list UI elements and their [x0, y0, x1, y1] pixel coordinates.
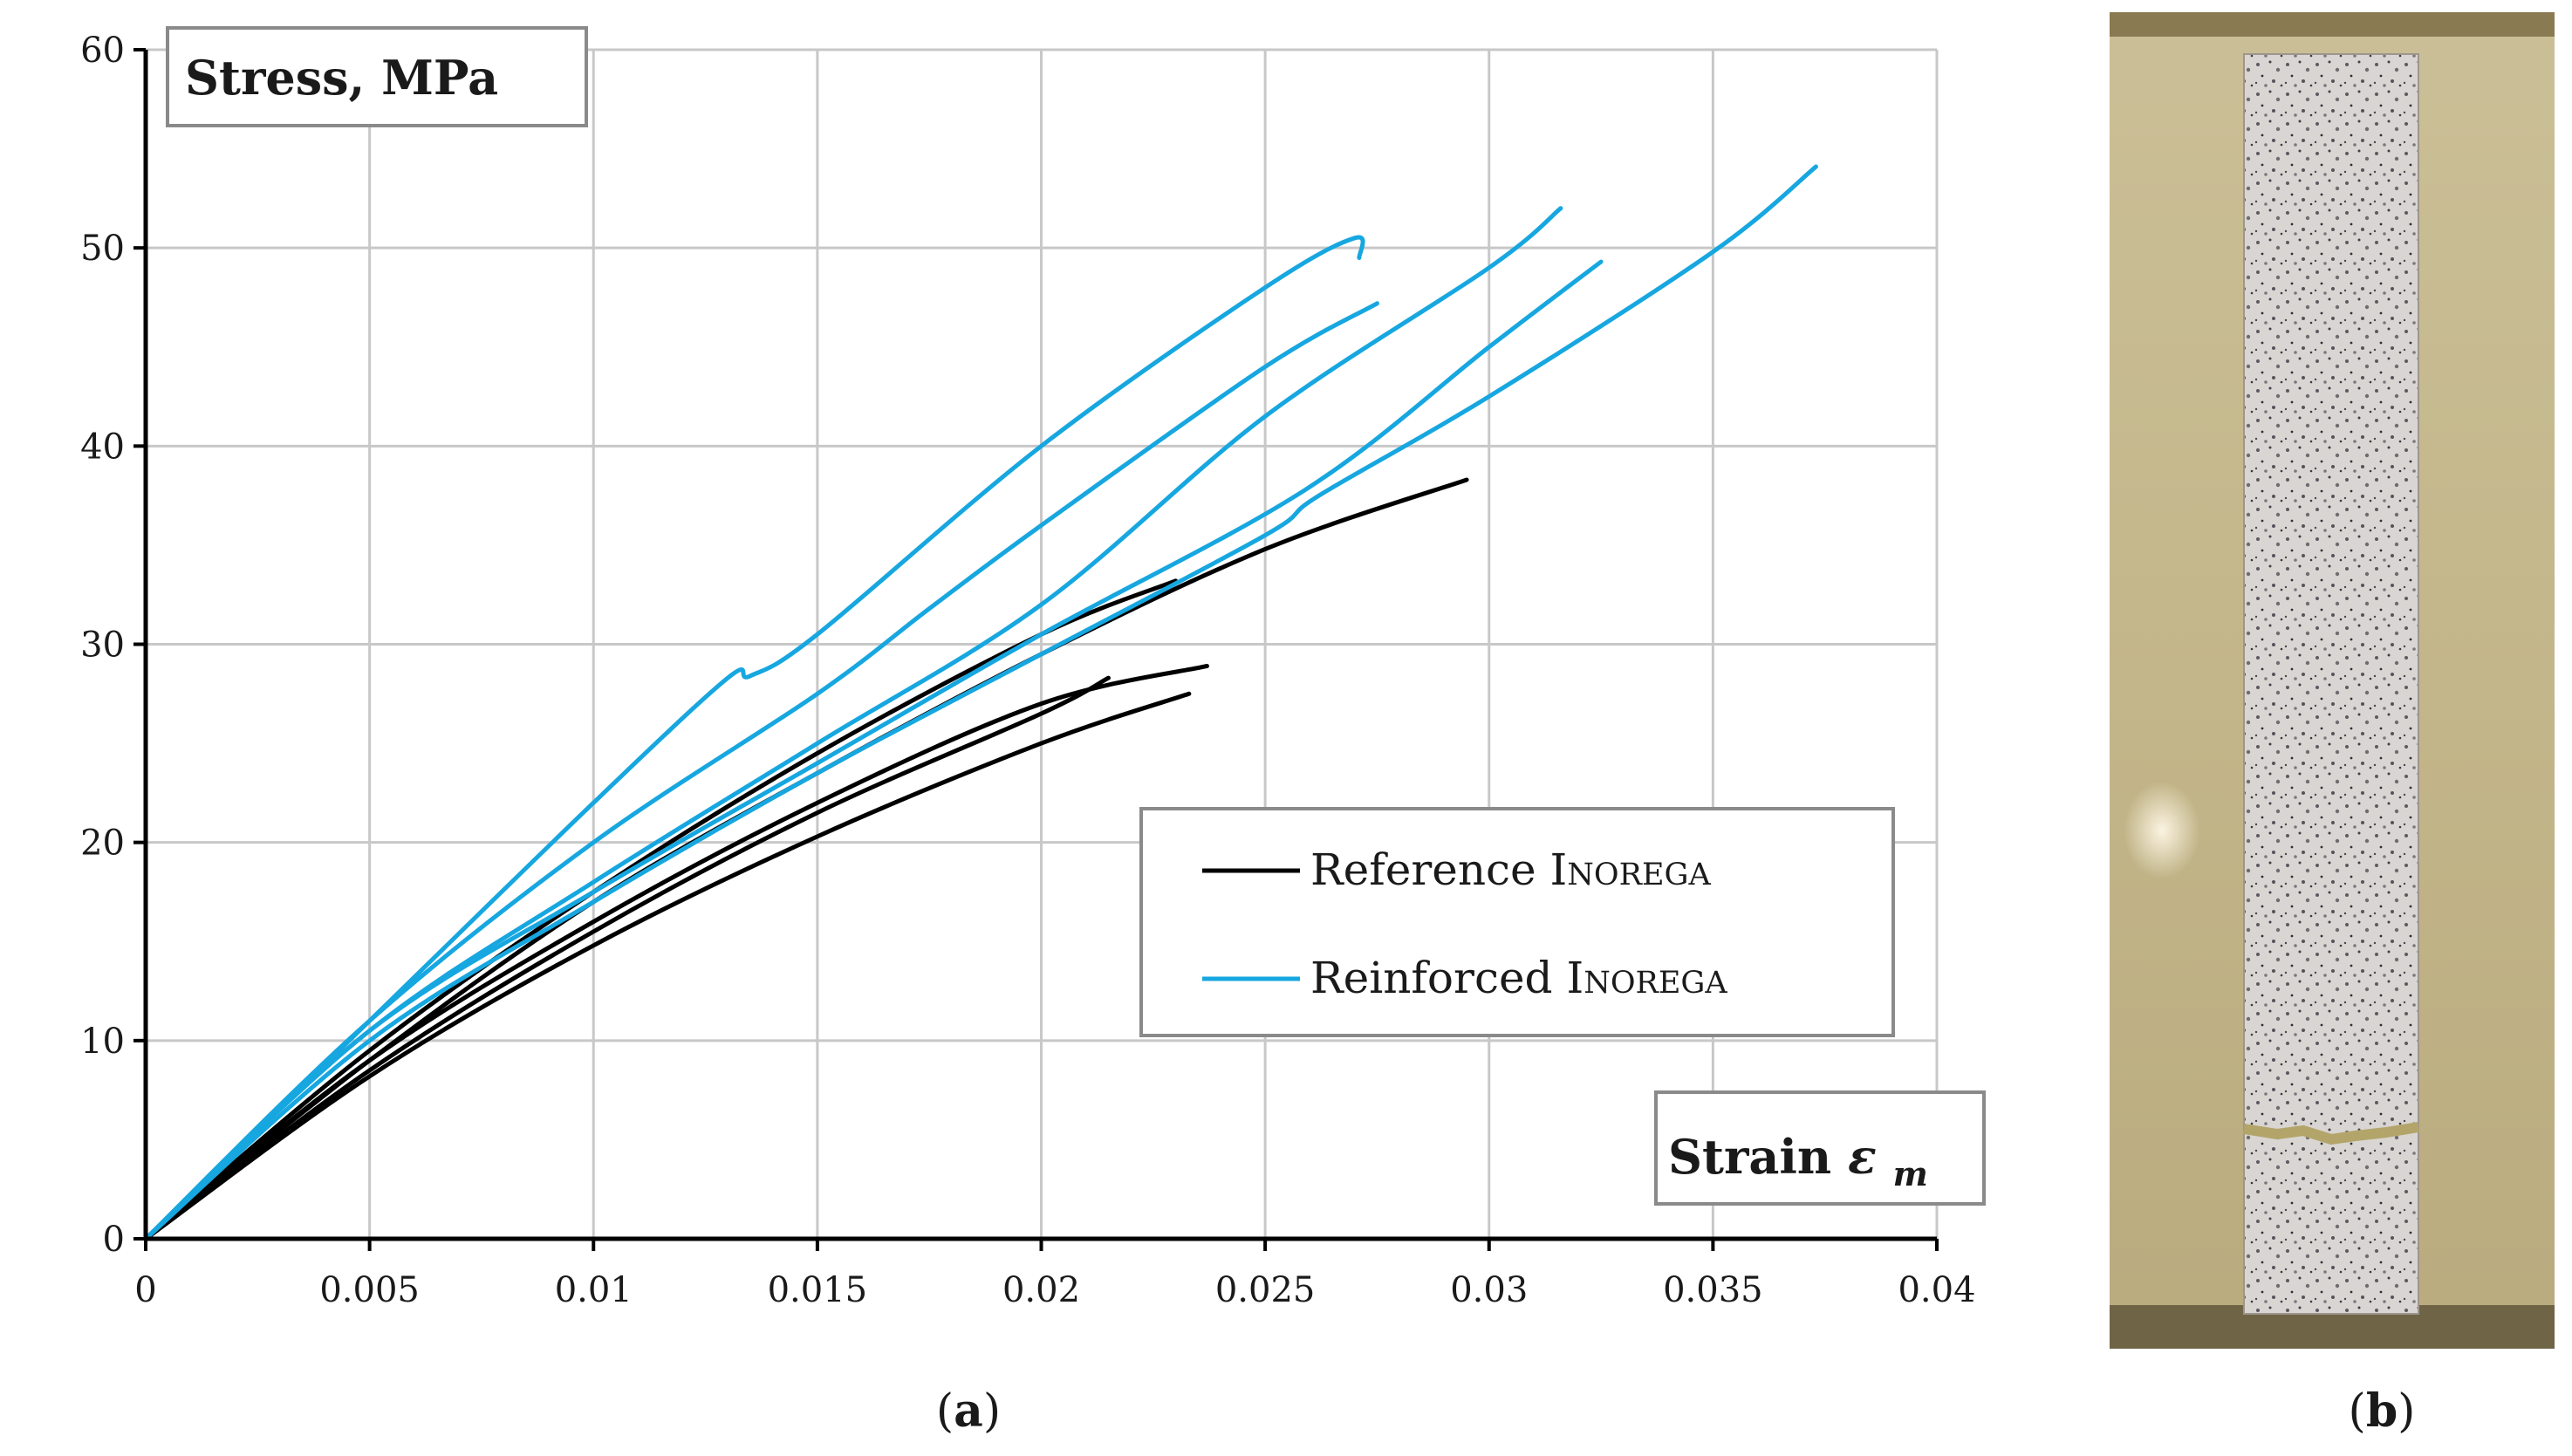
curves [143, 164, 1818, 1241]
legend-label-reinforced: Reinforced Inorega [1310, 953, 1727, 1003]
series-line-reinforced-9 [143, 259, 1604, 1241]
x-tick-label: 0 [134, 1270, 156, 1310]
x-tick-label: 0.015 [768, 1270, 868, 1310]
x-axis-title-word: Strain [1668, 1129, 1831, 1185]
specimen-bar [2243, 53, 2419, 1315]
y-tick-label: 0 [103, 1220, 125, 1260]
y-tick-label: 60 [80, 31, 125, 71]
x-ticks: 0 0.005 0.01 0.015 0.02 0.025 0.03 0.035 0.04 [134, 1239, 1976, 1310]
caption-b-open: ( [2349, 1385, 2366, 1438]
x-tick-label: 0.005 [319, 1270, 420, 1310]
specimen-crack [2243, 1122, 2419, 1145]
x-tick-label: 0.01 [555, 1270, 633, 1310]
x-tick-label: 0.025 [1215, 1270, 1316, 1310]
legend-label-reference: Reference Inorega [1310, 844, 1711, 895]
x-tick-label: 0.02 [1002, 1270, 1080, 1310]
caption-a-close: ) [983, 1385, 1001, 1438]
legend-label-reference-suffix: Inorega [1550, 844, 1712, 895]
y-axis-title-box: Stress, MPa [166, 26, 588, 127]
y-tick-label: 30 [80, 625, 125, 666]
y-tick-label: 20 [80, 824, 125, 864]
legend-label-reinforced-suffix: Inorega [1566, 953, 1727, 1003]
caption-a-open: ( [936, 1385, 954, 1438]
series-line-reinforced-10 [143, 164, 1818, 1241]
x-axis-title: Strain ε m [1668, 1129, 1928, 1193]
y-axis-title: Stress, MPa [185, 50, 498, 106]
caption-b-close: ) [2398, 1385, 2415, 1438]
series-line-reference-4 [143, 663, 1209, 1241]
x-tick-label: 0.03 [1450, 1270, 1528, 1310]
y-tick-label: 10 [80, 1022, 125, 1062]
caption-a-letter: a [954, 1384, 983, 1438]
x-tick-label: 0.035 [1663, 1270, 1763, 1310]
x-axis-title-subscript: m [1893, 1154, 1928, 1193]
y-tick-label: 50 [80, 229, 125, 269]
legend: Reference Inorega Reinforced Inorega [1139, 807, 1895, 1037]
y-ticks: 0 10 20 30 40 50 60 [80, 31, 146, 1260]
legend-label-reinforced-name: Reinforced [1310, 953, 1553, 1003]
grid-lines [146, 48, 1939, 1239]
x-tick-label: 0.04 [1898, 1270, 1975, 1310]
caption-b-letter: b [2366, 1384, 2398, 1438]
series-line-reference-5 [143, 691, 1192, 1241]
legend-label-reference-name: Reference [1310, 844, 1536, 895]
series-line-reinforced-6 [143, 235, 1365, 1241]
series-line-reference-3 [143, 675, 1111, 1241]
photo-top-edge [2110, 12, 2555, 37]
series-line-reinforced-7 [143, 301, 1379, 1241]
caption-a: (a) [936, 1384, 1001, 1438]
plot-area: 0 0.005 0.01 0.015 0.02 0.025 0.03 0.035 0.04 0 1… [80, 31, 1975, 1310]
caption-b: (b) [2349, 1384, 2416, 1438]
specimen-photo [2110, 12, 2555, 1349]
y-tick-label: 40 [80, 427, 125, 467]
x-axis-title-box: Strain ε m [1654, 1090, 1986, 1206]
x-axis-title-symbol: ε [1848, 1129, 1877, 1185]
photo-glare [2124, 782, 2200, 879]
